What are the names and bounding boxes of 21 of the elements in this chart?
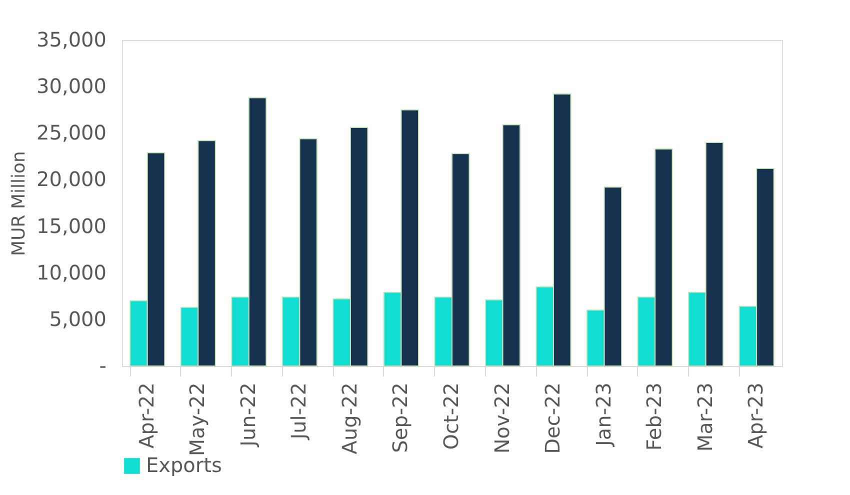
y-axis-title: MUR Million <box>8 151 30 256</box>
x-tick-label: Feb-23 <box>642 382 666 451</box>
y-tick-label: 5,000 <box>49 306 106 331</box>
y-tick-label: 15,000 <box>36 214 106 238</box>
x-tick-label: Mar-23 <box>692 382 717 452</box>
x-tick-label: Oct-22 <box>439 382 463 450</box>
x-tick-label: Sep-22 <box>388 382 412 453</box>
x-tick-label: Apr-23 <box>744 382 768 448</box>
x-tick-label: Jan-23 <box>591 382 616 448</box>
x-tick-label: Jul-22 <box>286 382 311 442</box>
x-tick-label: Jun-22 <box>236 382 260 448</box>
y-tick-label: - <box>99 354 106 378</box>
y-tick-label: 10,000 <box>36 260 106 284</box>
x-tick-label: Apr-22 <box>134 382 158 448</box>
y-tick-label: 20,000 <box>36 167 106 192</box>
y-tick-label: 35,000 <box>36 28 106 52</box>
x-tick-label: Aug-22 <box>337 382 362 454</box>
y-tick-label: 25,000 <box>36 120 106 145</box>
x-tick-label: Nov-22 <box>490 382 514 454</box>
x-tick-label: Dec-22 <box>540 382 565 454</box>
y-tick-label: 30,000 <box>36 74 106 98</box>
